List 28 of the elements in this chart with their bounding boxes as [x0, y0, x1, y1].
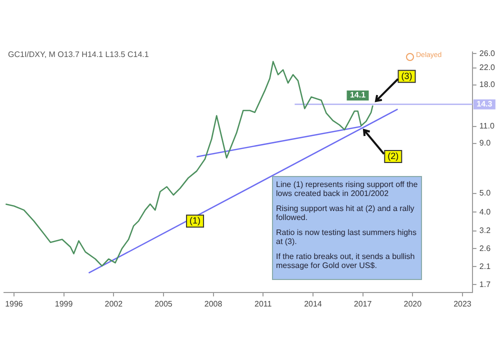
x-tick-label: 2002	[104, 299, 124, 308]
data-label: 14.3	[476, 100, 493, 109]
x-tick-label: 2008	[204, 299, 223, 308]
annotation: Line (1) represents rising support off the lows created back in 2001/2002 Rising support was hit at (2) and a rally followed. Ratio is now testing last summers highs at (3). If the ratio breaks out, it sends a bullish message for Gold over US$.	[276, 180, 418, 270]
annotation: (2)	[388, 151, 399, 162]
x-tick-label: 1999	[54, 299, 74, 308]
y-tick-label: 1.7	[479, 280, 492, 289]
y-tick-label: 5.0	[479, 188, 492, 198]
y-tick-label: 3.2	[479, 226, 492, 236]
y-tick-label: 22.0	[479, 63, 496, 72]
y-tick-label: 4.0	[479, 207, 492, 216]
annotation: (1)	[190, 216, 201, 226]
x-tick-label: 2023	[454, 299, 472, 308]
x-tick-label: 2011	[254, 299, 272, 308]
y-tick-label: 2.6	[479, 244, 492, 253]
chart-title: GC1I/DXY, M O13.7 H14.1 L13.5 C14.1	[8, 50, 149, 59]
x-tick-label: 1996	[5, 299, 24, 308]
x-tick-label: 2020	[404, 299, 422, 308]
y-tick-label: 11.0	[479, 122, 495, 131]
x-tick-label: 2017	[354, 299, 372, 308]
y-tick-label: 18.0	[479, 80, 496, 90]
y-tick-label: 26.0	[479, 48, 496, 58]
annotation: (3)	[401, 70, 412, 81]
data-label: 14.1	[350, 90, 366, 100]
x-tick-label: 2014	[304, 299, 322, 308]
y-tick-label: 2.1	[479, 262, 492, 271]
y-tick-label: 9.0	[479, 138, 492, 148]
x-tick-label: 2005	[154, 299, 173, 308]
